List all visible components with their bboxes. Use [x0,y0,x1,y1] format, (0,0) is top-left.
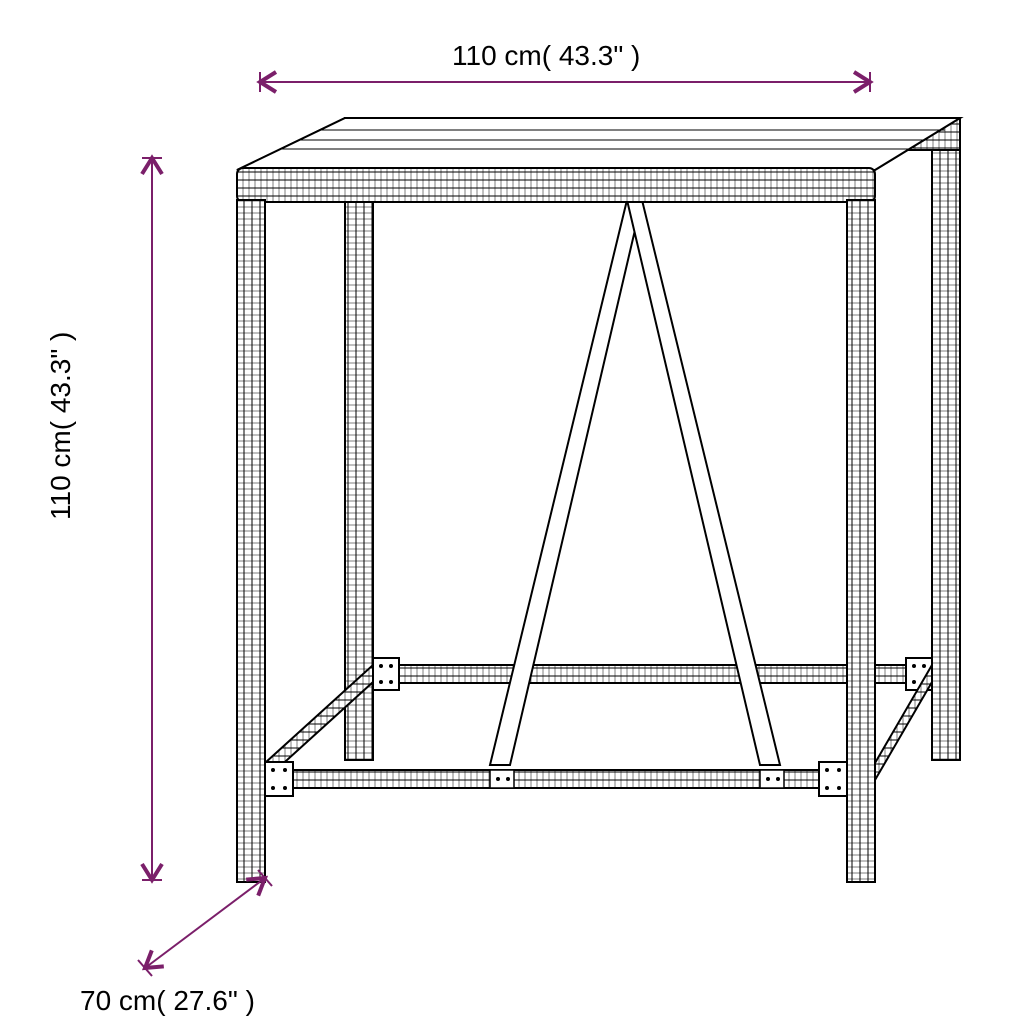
depth-arrow [145,878,265,968]
top-surface [237,118,960,170]
back-bracket-left [373,658,399,690]
back-right-leg [932,150,960,760]
front-bracket-left [265,762,293,796]
front-right-leg [847,200,875,882]
front-bracket-right [819,762,847,796]
depth-tick-front [138,960,152,976]
front-left-leg [237,200,265,882]
height-label: 110 cm( 43.3" ) [45,332,77,520]
dimension-diagram [0,0,1024,1024]
depth-label: 70 cm( 27.6" ) [80,985,255,1017]
width-label: 110 cm( 43.3" ) [452,40,640,72]
top-front-edge [237,168,875,202]
